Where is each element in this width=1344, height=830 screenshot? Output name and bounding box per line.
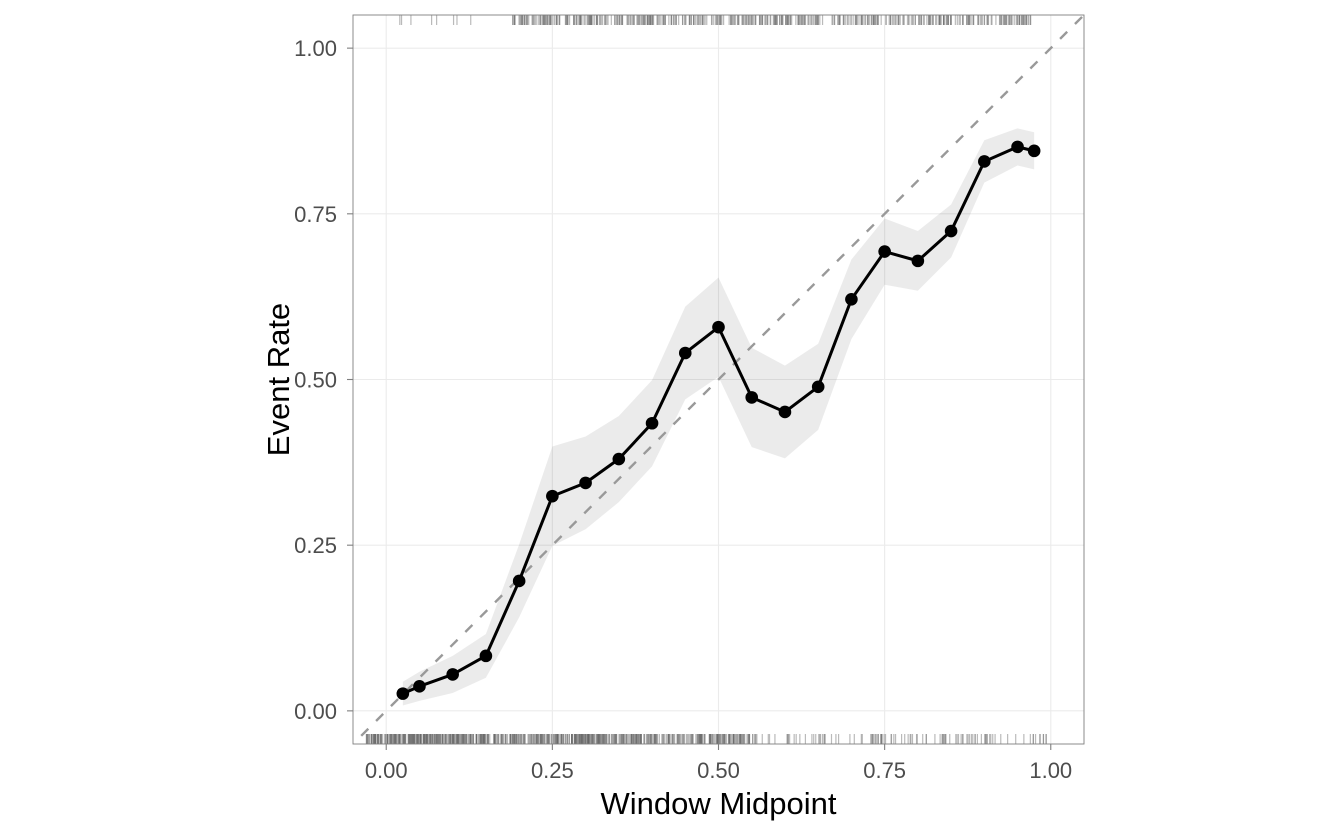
svg-text:0.25: 0.25 <box>294 533 337 558</box>
svg-text:0.00: 0.00 <box>294 699 337 724</box>
svg-text:0.75: 0.75 <box>294 202 337 227</box>
svg-text:Event Rate: Event Rate <box>261 303 296 456</box>
svg-text:Window Midpoint: Window Midpoint <box>600 786 836 821</box>
svg-text:0.00: 0.00 <box>365 758 408 783</box>
svg-text:0.25: 0.25 <box>531 758 574 783</box>
svg-text:0.50: 0.50 <box>697 758 740 783</box>
svg-text:1.00: 1.00 <box>294 36 337 61</box>
svg-text:1.00: 1.00 <box>1029 758 1072 783</box>
svg-text:0.50: 0.50 <box>294 368 337 393</box>
svg-text:0.75: 0.75 <box>863 758 906 783</box>
